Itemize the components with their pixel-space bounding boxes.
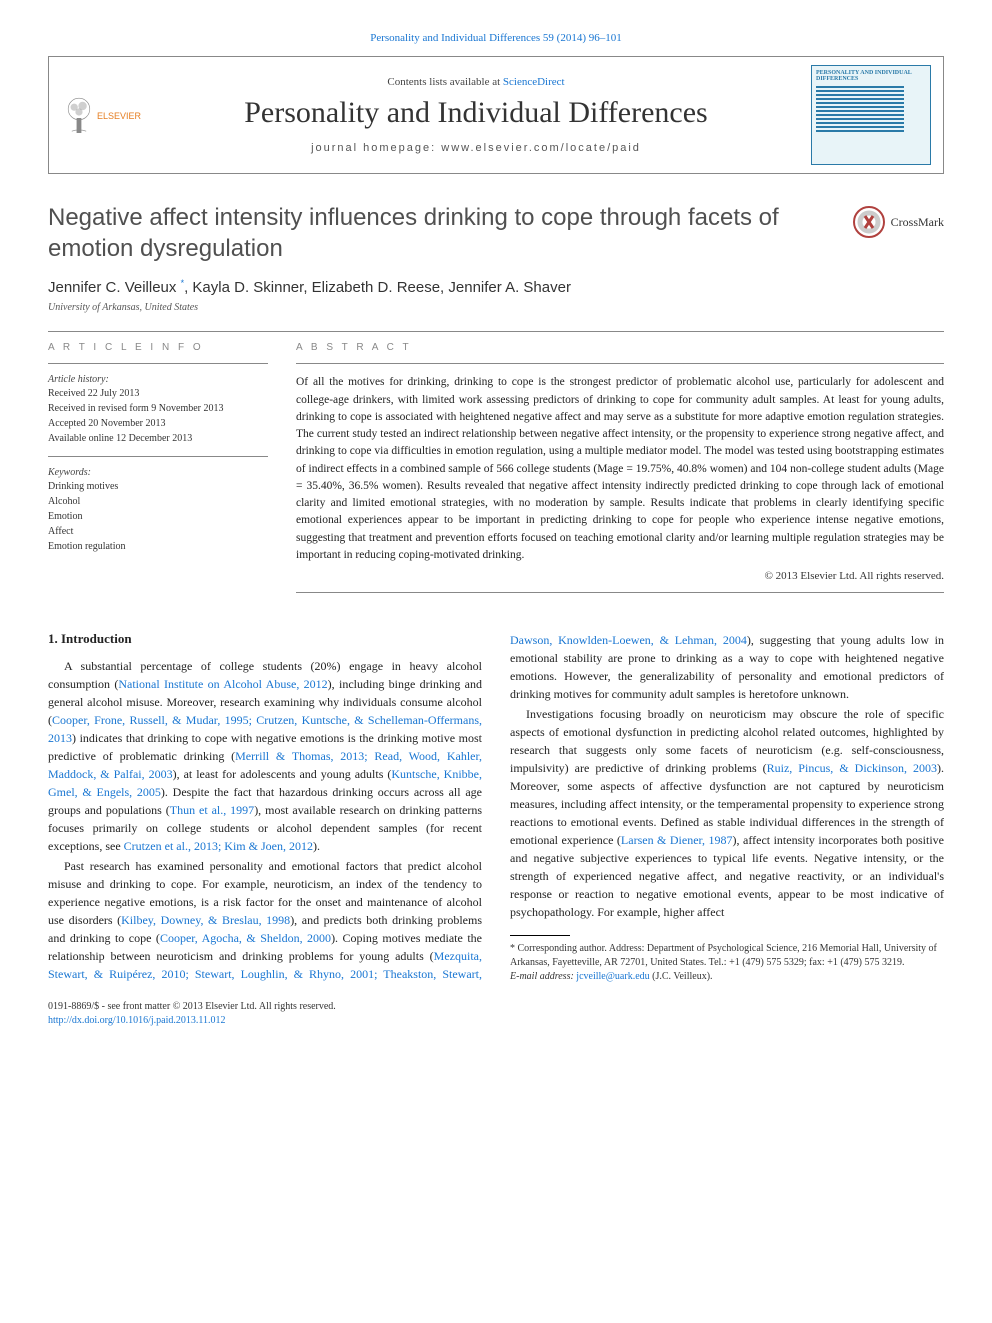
citation-link[interactable]: Cooper, Agocha, & Sheldon, 2000 xyxy=(160,931,331,945)
crossmark-badge[interactable]: CrossMark xyxy=(853,206,944,238)
divider-rule xyxy=(296,592,944,593)
body-columns: 1. Introduction A substantial percentage… xyxy=(48,631,944,984)
online-date: Available online 12 December 2013 xyxy=(48,432,268,446)
keyword: Affect xyxy=(48,525,268,539)
article-title: Negative affect intensity influences dri… xyxy=(48,202,944,264)
homepage-url[interactable]: www.elsevier.com/locate/paid xyxy=(441,142,641,154)
citation-link[interactable]: Ruiz, Pincus, & Dickinson, 2003 xyxy=(767,761,937,775)
email-suffix: (J.C. Veilleux). xyxy=(650,971,713,982)
contents-prefix: Contents lists available at xyxy=(387,76,502,88)
top-citation: Personality and Individual Differences 5… xyxy=(48,32,944,44)
keyword: Drinking motives xyxy=(48,480,268,494)
authors: Jennifer C. Veilleux *, Kayla D. Skinner… xyxy=(48,278,944,296)
sciencedirect-link[interactable]: ScienceDirect xyxy=(503,76,565,88)
journal-title: Personality and Individual Differences xyxy=(153,96,799,130)
cover-title: PERSONALITY AND INDIVIDUAL DIFFERENCES xyxy=(816,70,926,82)
email-link[interactable]: jcveille@uark.edu xyxy=(576,971,649,982)
info-heading: A R T I C L E I N F O xyxy=(48,342,268,353)
crossmark-icon xyxy=(853,206,885,238)
citation-link[interactable]: National Institute on Alcohol Abuse, 201… xyxy=(118,677,327,691)
email-label: E-mail address: xyxy=(510,971,576,982)
section-heading: 1. Introduction xyxy=(48,631,482,647)
issn-line: 0191-8869/$ - see front matter © 2013 El… xyxy=(48,1000,944,1014)
publisher-logo-box: ELSEVIER xyxy=(61,70,141,160)
text-run: ). xyxy=(313,839,320,853)
contents-line: Contents lists available at ScienceDirec… xyxy=(153,76,799,88)
revised-date: Received in revised form 9 November 2013 xyxy=(48,402,268,416)
divider-rule xyxy=(48,363,268,364)
info-abstract-row: A R T I C L E I N F O Article history: R… xyxy=(48,342,944,603)
keyword: Emotion xyxy=(48,510,268,524)
citation-link[interactable]: Crutzen et al., 2013; Kim & Joen, 2012 xyxy=(124,839,313,853)
journal-cover-thumb: PERSONALITY AND INDIVIDUAL DIFFERENCES xyxy=(811,65,931,165)
citation-link[interactable]: Larsen & Diener, 1987 xyxy=(621,833,733,847)
divider-rule xyxy=(48,456,268,457)
elsevier-tree-icon xyxy=(61,80,97,150)
email-footnote: E-mail address: jcveille@uark.edu (J.C. … xyxy=(510,970,944,984)
abstract-text: Of all the motives for drinking, drinkin… xyxy=(296,374,944,564)
keyword: Emotion regulation xyxy=(48,540,268,554)
article-header: CrossMark Negative affect intensity infl… xyxy=(48,202,944,313)
journal-homepage: journal homepage: www.elsevier.com/locat… xyxy=(153,142,799,154)
journal-masthead: ELSEVIER Contents lists available at Sci… xyxy=(48,56,944,174)
divider-rule xyxy=(296,363,944,364)
citation-link[interactable]: Kilbey, Downey, & Breslau, 1998 xyxy=(121,913,290,927)
keyword: Alcohol xyxy=(48,495,268,509)
crossmark-label: CrossMark xyxy=(891,215,944,230)
affiliation: University of Arkansas, United States xyxy=(48,302,944,313)
abstract: A B S T R A C T Of all the motives for d… xyxy=(296,342,944,603)
article-info: A R T I C L E I N F O Article history: R… xyxy=(48,342,268,603)
corresponding-author-footnote: * Corresponding author. Address: Departm… xyxy=(510,942,944,970)
keywords-label: Keywords: xyxy=(48,467,268,478)
text-run: ), at least for adolescents and young ad… xyxy=(173,767,392,781)
accepted-date: Accepted 20 November 2013 xyxy=(48,417,268,431)
divider-rule xyxy=(48,331,944,332)
bottom-meta: 0191-8869/$ - see front matter © 2013 El… xyxy=(48,1000,944,1028)
body-paragraph: A substantial percentage of college stud… xyxy=(48,657,482,855)
footnote-separator xyxy=(510,935,570,936)
history-label: Article history: xyxy=(48,374,268,385)
abstract-heading: A B S T R A C T xyxy=(296,342,944,353)
masthead-center: Contents lists available at ScienceDirec… xyxy=(153,76,799,154)
received-date: Received 22 July 2013 xyxy=(48,387,268,401)
publisher-label: ELSEVIER xyxy=(97,111,141,121)
body-paragraph: Investigations focusing broadly on neuro… xyxy=(510,705,944,921)
citation-link[interactable]: Thun et al., 1997 xyxy=(170,803,254,817)
doi-link[interactable]: http://dx.doi.org/10.1016/j.paid.2013.11… xyxy=(48,1015,226,1026)
copyright-line: © 2013 Elsevier Ltd. All rights reserved… xyxy=(296,570,944,582)
homepage-prefix: journal homepage: xyxy=(311,142,441,154)
